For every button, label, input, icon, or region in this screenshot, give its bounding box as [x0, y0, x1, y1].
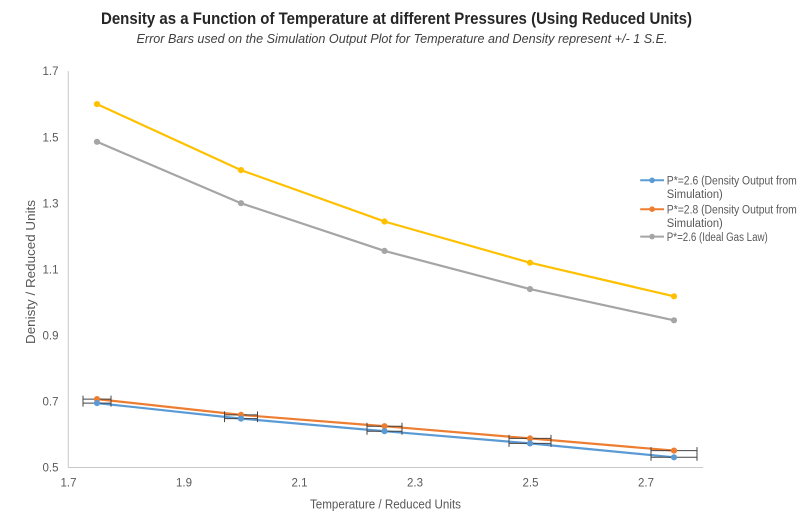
svg-text:P*=2.6 (Density Output from: P*=2.6 (Density Output from	[667, 176, 797, 188]
svg-text:1.3: 1.3	[43, 198, 59, 210]
svg-text:P*=2.8 (Density Output from: P*=2.8 (Density Output from	[667, 205, 797, 217]
svg-text:1.7: 1.7	[43, 66, 59, 78]
svg-text:Temperature / Reduced Units: Temperature / Reduced Units	[310, 498, 461, 512]
svg-text:2.5: 2.5	[523, 478, 539, 490]
svg-text:Error Bars used on the Simulat: Error Bars used on the Simulation Output…	[137, 32, 668, 46]
svg-text:Density as a Function of Tempe: Density as a Function of Temperature at …	[101, 10, 692, 28]
svg-text:1.1: 1.1	[43, 265, 59, 277]
svg-text:1.9: 1.9	[176, 478, 192, 490]
svg-text:0.9: 0.9	[43, 331, 59, 343]
svg-text:0.5: 0.5	[43, 463, 59, 475]
svg-text:2.1: 2.1	[292, 478, 308, 490]
svg-text:Denisty / Reduced Units: Denisty / Reduced Units	[24, 200, 38, 344]
svg-text:1.7: 1.7	[61, 478, 77, 490]
svg-text:2.7: 2.7	[638, 478, 654, 490]
svg-text:P*=2.6 (Ideal Gas Law): P*=2.6 (Ideal Gas Law)	[667, 232, 768, 244]
svg-text:Simulation): Simulation)	[667, 189, 723, 201]
svg-text:Simulation): Simulation)	[667, 218, 723, 230]
svg-text:1.5: 1.5	[43, 132, 59, 144]
svg-text:0.7: 0.7	[43, 397, 59, 409]
svg-text:2.3: 2.3	[407, 478, 423, 490]
